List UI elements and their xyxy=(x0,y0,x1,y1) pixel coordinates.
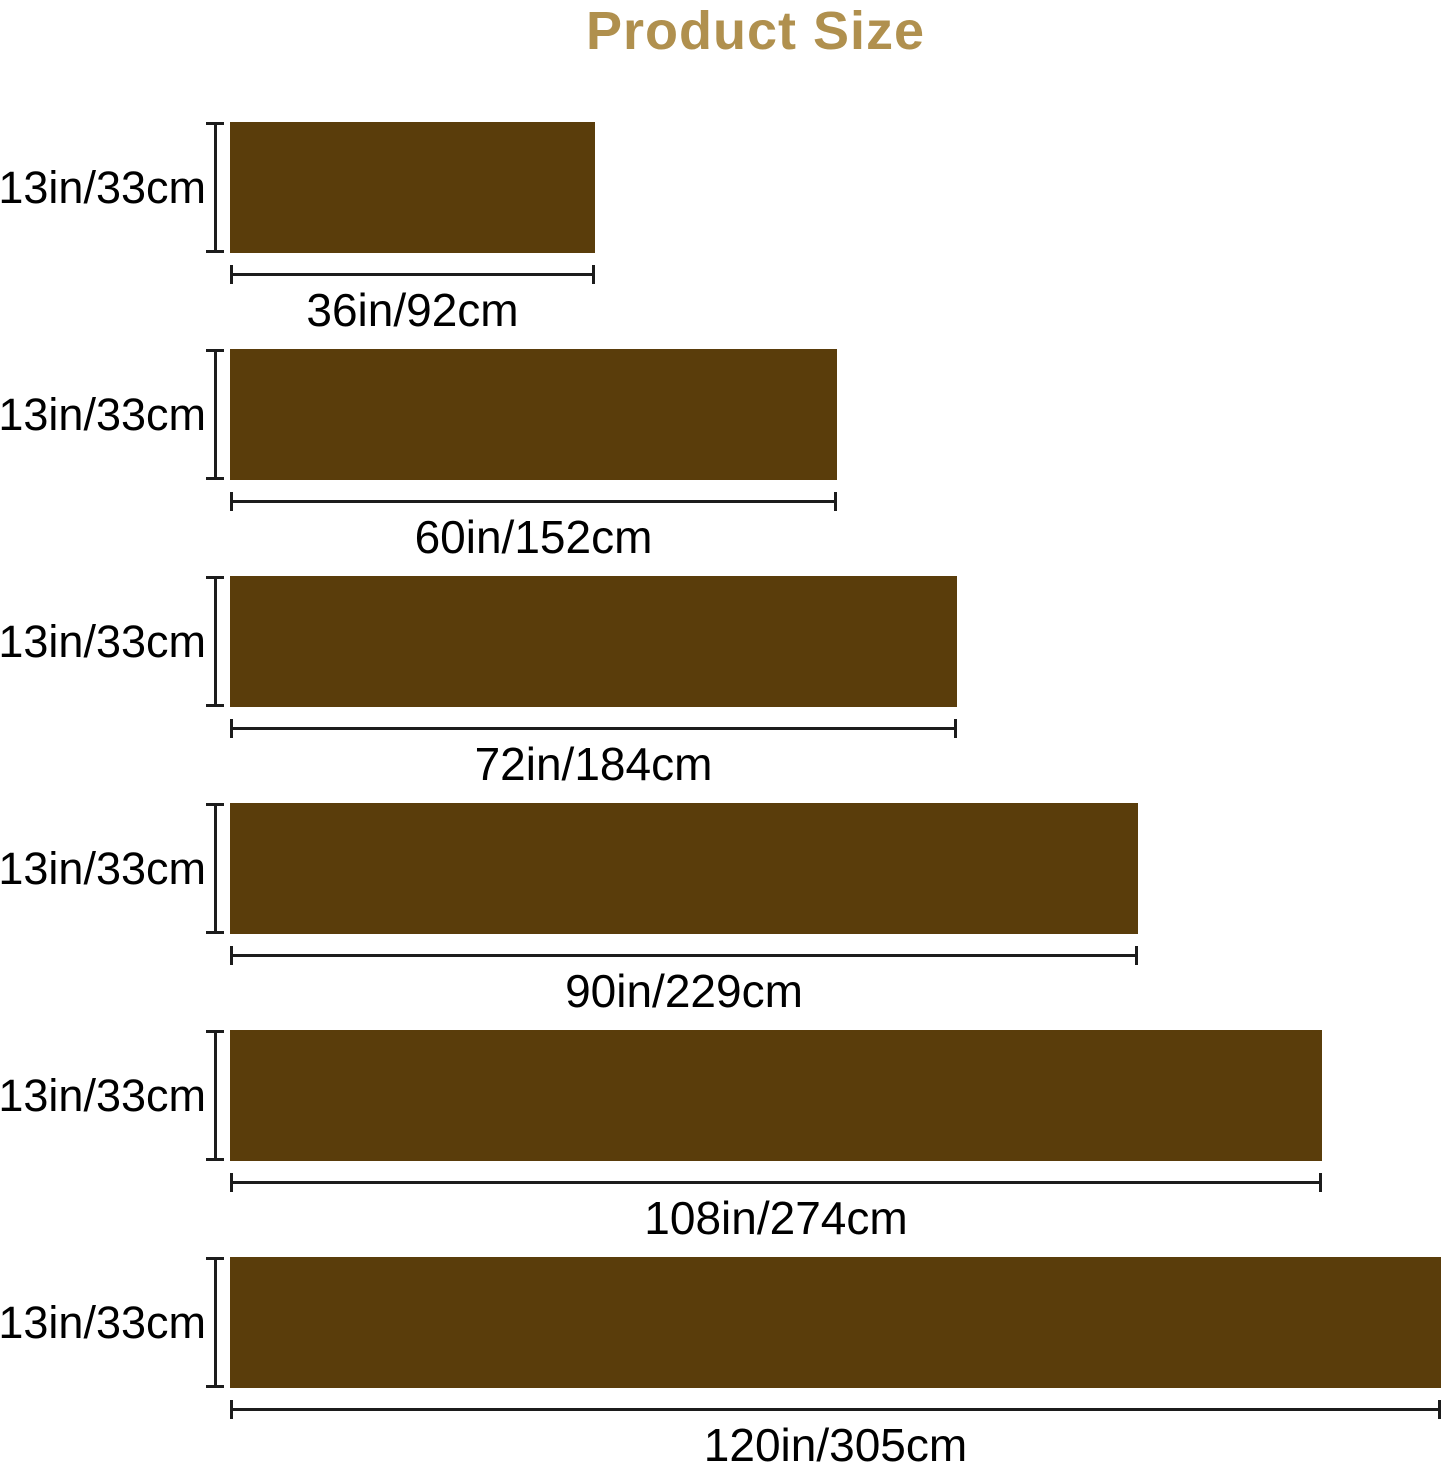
dimension-tick-right xyxy=(592,265,595,284)
dimension-cap-top xyxy=(206,803,224,806)
height-dimension-line xyxy=(206,1257,224,1388)
dimension-tick-right xyxy=(1319,1173,1322,1192)
height-label: 13in/33cm xyxy=(0,842,206,894)
height-dimension-line xyxy=(206,122,224,253)
product-bar xyxy=(230,1030,1322,1161)
width-dimension-line xyxy=(230,719,957,738)
dimension-hbar xyxy=(233,727,954,730)
dimension-hbar xyxy=(233,1181,1319,1184)
size-row-108in: 13in/33cm 108in/274cm xyxy=(0,1030,1445,1242)
dimension-cap-bottom xyxy=(206,477,224,480)
width-label: 36in/92cm xyxy=(306,284,519,336)
bar-column: 90in/229cm xyxy=(230,803,1138,1015)
height-label: 13in/33cm xyxy=(0,1296,206,1348)
height-dimension-line xyxy=(206,576,224,707)
product-bar xyxy=(230,803,1138,934)
size-row-72in: 13in/33cm 72in/184cm xyxy=(0,576,1445,788)
width-label: 60in/152cm xyxy=(414,511,653,563)
size-row-120in: 13in/33cm 120in/305cm xyxy=(0,1257,1445,1469)
dimension-tick-left xyxy=(230,946,233,965)
width-dimension-line xyxy=(230,946,1138,965)
page-title: Product Size xyxy=(585,1,926,61)
height-label: 13in/33cm xyxy=(0,388,206,440)
height-dimension-line xyxy=(206,1030,224,1161)
dimension-vbar xyxy=(213,1033,217,1158)
height-dimension-line xyxy=(206,803,224,934)
dimension-cap-bottom xyxy=(206,250,224,253)
dimension-hbar xyxy=(233,500,834,503)
width-label: 72in/184cm xyxy=(474,738,713,790)
height-dimension-line xyxy=(206,349,224,480)
bar-column: 108in/274cm xyxy=(230,1030,1322,1242)
dimension-vbar xyxy=(213,352,217,477)
height-label: 13in/33cm xyxy=(0,615,206,667)
dimension-tick-left xyxy=(230,719,233,738)
dimension-cap-bottom xyxy=(206,931,224,934)
dimension-hbar xyxy=(233,954,1135,957)
width-dimension-line xyxy=(230,1173,1322,1192)
dimension-tick-right xyxy=(954,719,957,738)
dimension-cap-top xyxy=(206,1030,224,1033)
height-label: 13in/33cm xyxy=(0,161,206,213)
product-bar xyxy=(230,576,957,707)
dimension-cap-top xyxy=(206,576,224,579)
dimension-hbar xyxy=(233,1408,1438,1411)
dimension-tick-left xyxy=(230,1173,233,1192)
dimension-hbar xyxy=(233,273,592,276)
dimension-tick-right xyxy=(834,492,837,511)
bar-column: 60in/152cm xyxy=(230,349,837,561)
size-rows: 13in/33cm 36in/92cm 13in/33cm xyxy=(0,122,1445,1469)
width-label: 120in/305cm xyxy=(703,1419,968,1471)
dimension-tick-left xyxy=(230,492,233,511)
product-bar xyxy=(230,1257,1441,1388)
product-bar xyxy=(230,122,595,253)
product-bar xyxy=(230,349,837,480)
dimension-tick-right xyxy=(1438,1400,1441,1419)
height-label: 13in/33cm xyxy=(0,1069,206,1121)
bar-column: 36in/92cm xyxy=(230,122,595,334)
width-dimension-line xyxy=(230,1400,1441,1419)
bar-column: 72in/184cm xyxy=(230,576,957,788)
width-label: 90in/229cm xyxy=(565,965,803,1017)
dimension-tick-left xyxy=(230,265,233,284)
dimension-vbar xyxy=(213,579,217,704)
dimension-cap-top xyxy=(206,122,224,125)
size-row-60in: 13in/33cm 60in/152cm xyxy=(0,349,1445,561)
dimension-vbar xyxy=(213,1260,217,1385)
bar-column: 120in/305cm xyxy=(230,1257,1441,1469)
dimension-cap-bottom xyxy=(206,1385,224,1388)
dimension-tick-right xyxy=(1135,946,1138,965)
dimension-cap-bottom xyxy=(206,704,224,707)
dimension-cap-top xyxy=(206,1257,224,1260)
size-row-90in: 13in/33cm 90in/229cm xyxy=(0,803,1445,1015)
width-label: 108in/274cm xyxy=(644,1192,908,1244)
dimension-cap-top xyxy=(206,349,224,352)
width-dimension-line xyxy=(230,265,595,284)
dimension-vbar xyxy=(213,125,217,250)
width-dimension-line xyxy=(230,492,837,511)
dimension-tick-left xyxy=(230,1400,233,1419)
dimension-vbar xyxy=(213,806,217,931)
size-row-36in: 13in/33cm 36in/92cm xyxy=(0,122,1445,334)
dimension-cap-bottom xyxy=(206,1158,224,1161)
